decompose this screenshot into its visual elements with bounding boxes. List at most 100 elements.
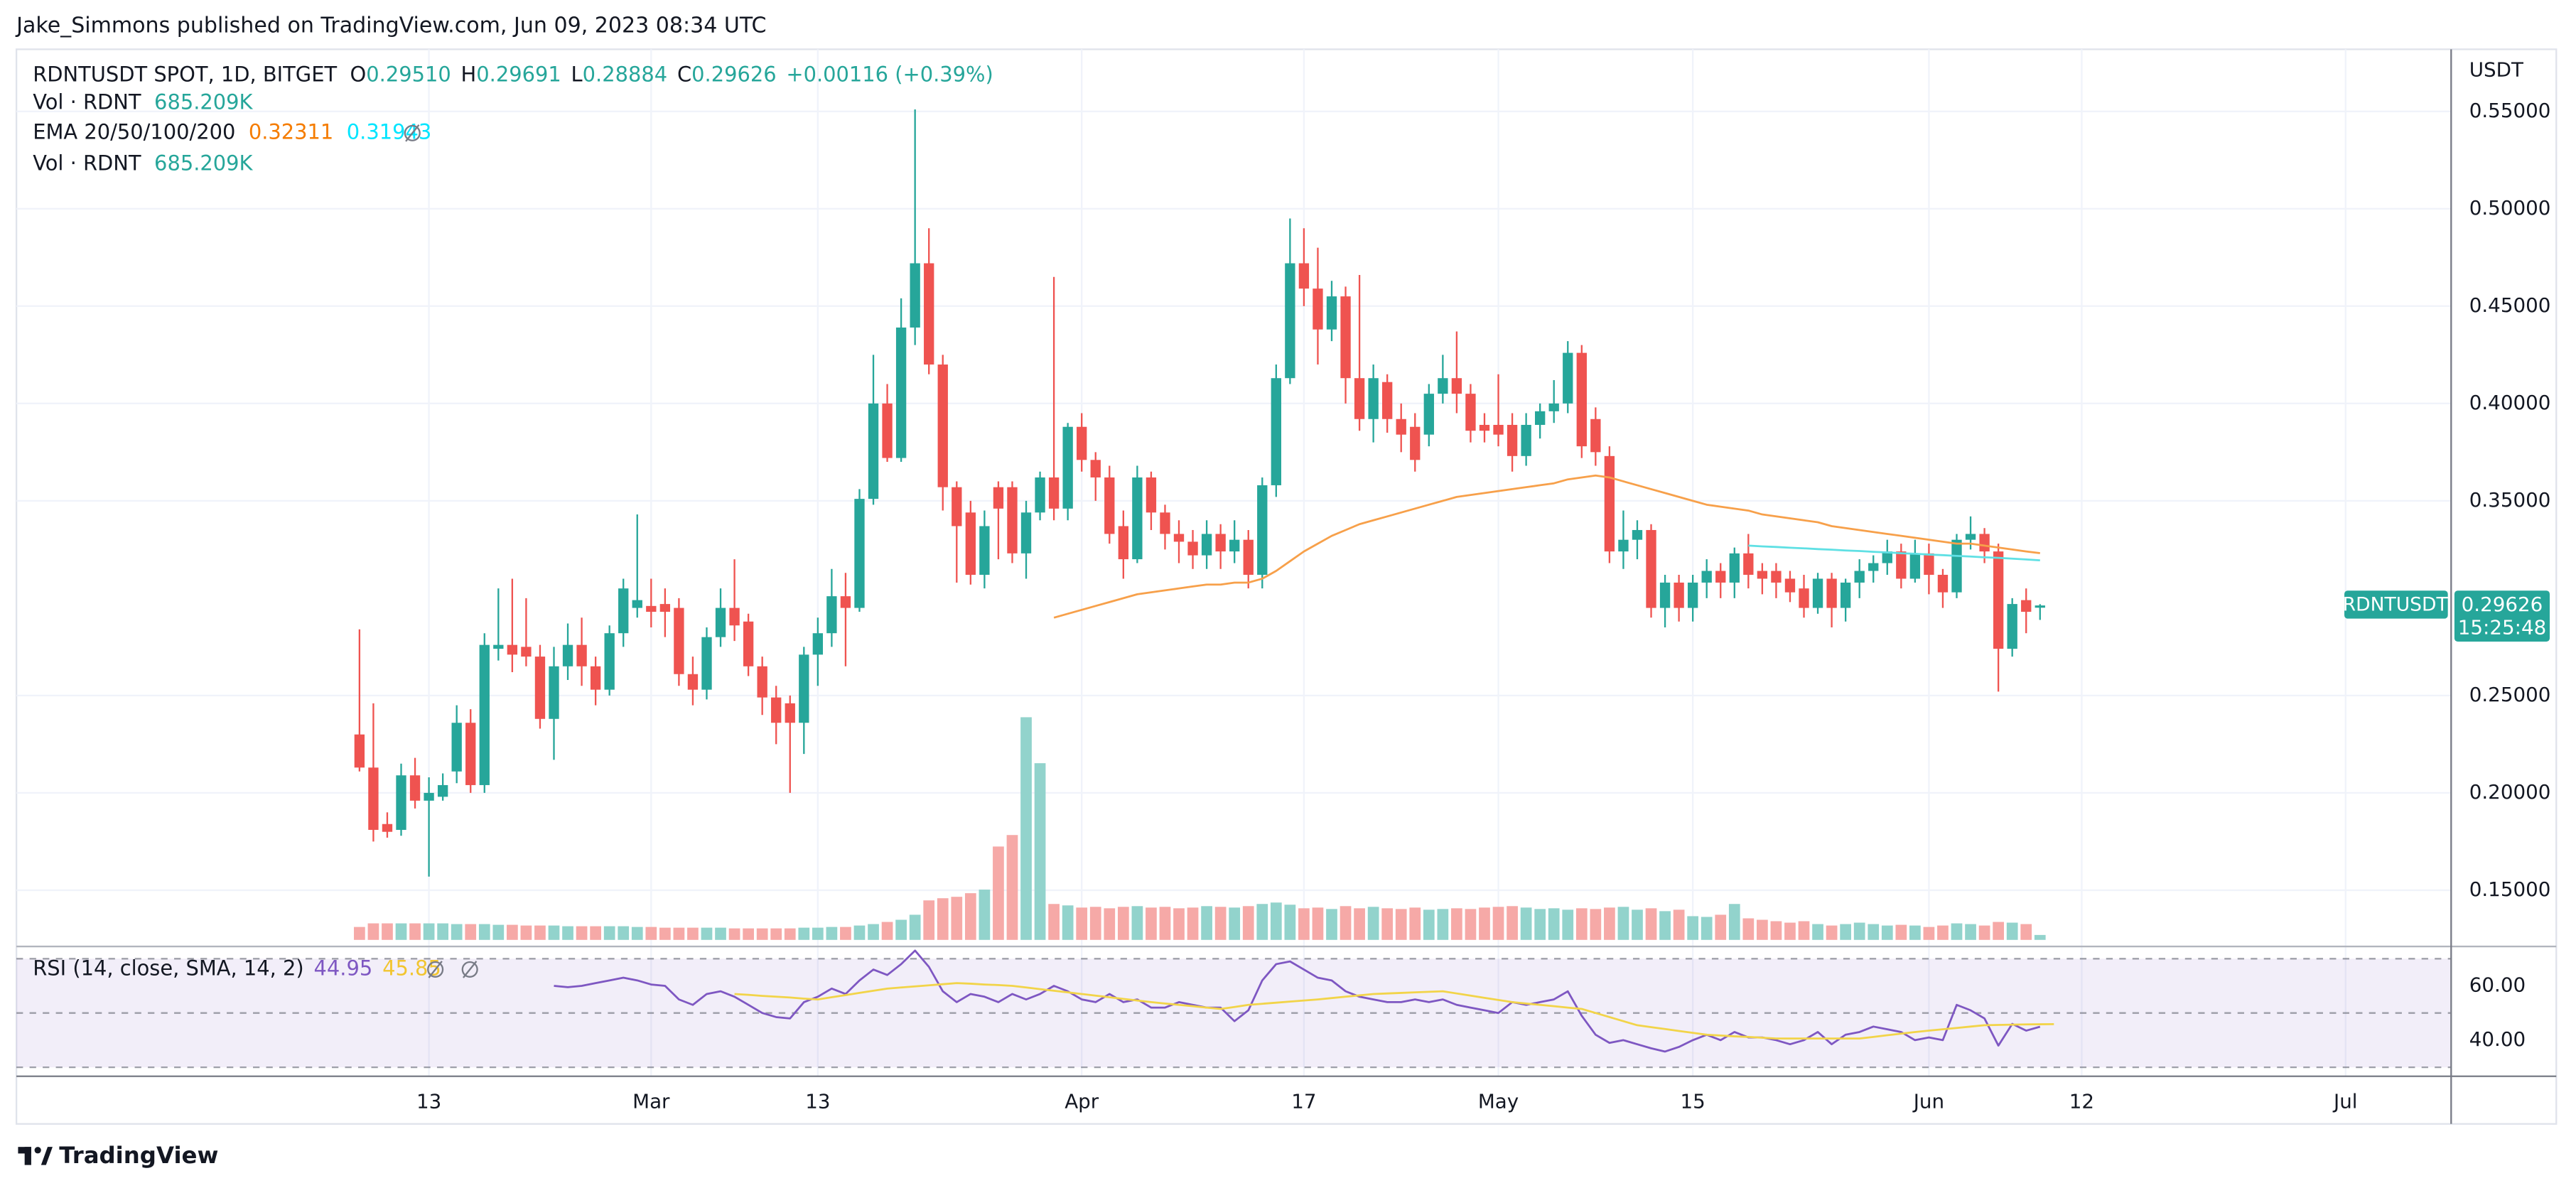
candle-body [757, 666, 767, 698]
candle-body [840, 596, 851, 608]
symbol-tag [2344, 590, 2448, 619]
volume-bar [1270, 902, 1282, 940]
volume-bar [1465, 909, 1477, 940]
volume-bar [826, 927, 838, 940]
candle-body [1104, 477, 1115, 534]
x-tick-label: 13 [805, 1090, 830, 1113]
volume-bar [2020, 924, 2032, 940]
volume-bar [1089, 907, 1101, 940]
volume-bar [1131, 906, 1143, 940]
volume-bar [1340, 906, 1352, 940]
candle-body [368, 767, 379, 830]
volume-bar [1978, 925, 1990, 940]
ema-value: 0.32311 [249, 119, 333, 144]
volume-bar [1937, 925, 1949, 940]
volume-bar [423, 923, 435, 940]
volume-bar [1187, 907, 1199, 940]
last-price-tag [2454, 590, 2550, 642]
candle-body [799, 654, 809, 723]
y-tick-label: 0.20000 [2469, 780, 2551, 804]
volume-bar [1326, 909, 1337, 940]
volume-bar [1687, 916, 1699, 940]
y-tick-label: 0.15000 [2469, 878, 2551, 901]
volume-bar [1451, 908, 1462, 940]
volume-bar [1062, 905, 1074, 940]
volume-bar [812, 927, 824, 940]
candle-body [1812, 578, 1823, 608]
volume-bar [798, 927, 810, 940]
candle-body [1326, 296, 1337, 330]
ema-line [1053, 474, 2040, 619]
candle-body [659, 604, 671, 612]
candle-body [1701, 571, 1712, 583]
volume-bar [951, 897, 963, 940]
candle-body [1354, 378, 1365, 419]
candle-body [1548, 403, 1559, 411]
candle-body [1382, 382, 1393, 419]
candle-body [826, 596, 837, 634]
volume-bar [743, 928, 754, 940]
candle-body [382, 824, 393, 832]
hide-icon[interactable] [427, 961, 478, 978]
volume-bar [618, 926, 630, 940]
candle-body [1396, 418, 1406, 435]
candle-body [895, 327, 907, 458]
candle-body [1784, 578, 1796, 593]
x-tick-label: Mar [632, 1090, 670, 1113]
candle-body [1563, 352, 1573, 404]
volume-bar [1242, 906, 1254, 940]
candle-body [1229, 539, 1240, 552]
volume-bar [1409, 907, 1421, 940]
volume-bar [756, 928, 768, 940]
candle-body [687, 674, 699, 690]
candle-body [1007, 487, 1018, 554]
volume-bar [1673, 909, 1685, 940]
candle-body [910, 263, 920, 328]
volume [354, 717, 2046, 940]
candle-body [1604, 455, 1615, 552]
currency: USDT [2469, 58, 2524, 81]
volume-bar [1715, 914, 1727, 940]
candle-body [1993, 551, 2004, 649]
candle-body [1243, 539, 1254, 575]
rsi-pane [16, 958, 2452, 1069]
x-tick-label: Jun [1912, 1090, 1944, 1113]
ohlc-value: 0.28884 [583, 62, 667, 86]
volume-bar [1562, 909, 1574, 940]
volume-value: 685.209K [154, 151, 253, 175]
candle-body [354, 734, 365, 768]
ema-value: 0.31943 [347, 119, 431, 144]
x-tick-label: May [1478, 1090, 1519, 1113]
volume-bar [1590, 909, 1602, 940]
candle-body [576, 644, 587, 666]
ohlc-letter: H [461, 62, 477, 86]
candle-body [812, 633, 824, 655]
volume-bar [1312, 907, 1324, 940]
candle-body [1020, 512, 1032, 554]
countdown: 15:25:48 [2458, 615, 2547, 639]
candle-body [479, 644, 490, 785]
hide-icon[interactable] [404, 124, 421, 142]
volume-bar [478, 924, 490, 940]
candle-body [1521, 424, 1531, 456]
volume-bar [1159, 907, 1171, 940]
candle-body [1035, 477, 1045, 513]
candle-body [521, 647, 532, 657]
volume-bar [1395, 909, 1407, 940]
candles [354, 109, 2045, 877]
candle-body [854, 499, 865, 608]
volume-bar [1034, 763, 1046, 940]
candle-body [2035, 605, 2045, 608]
candle-body [1896, 551, 1907, 579]
candle-body [715, 608, 726, 637]
candle-body [396, 775, 406, 830]
volume-bar [1701, 917, 1713, 940]
candle-body [590, 666, 601, 690]
candle-body [493, 644, 504, 649]
candle-body [1757, 571, 1768, 579]
y-tick-label: 0.45000 [2469, 293, 2551, 317]
candle-body [1048, 477, 1060, 509]
volume-bar [881, 922, 893, 940]
volume-bar [1868, 924, 1880, 940]
candle-body [1451, 378, 1462, 394]
